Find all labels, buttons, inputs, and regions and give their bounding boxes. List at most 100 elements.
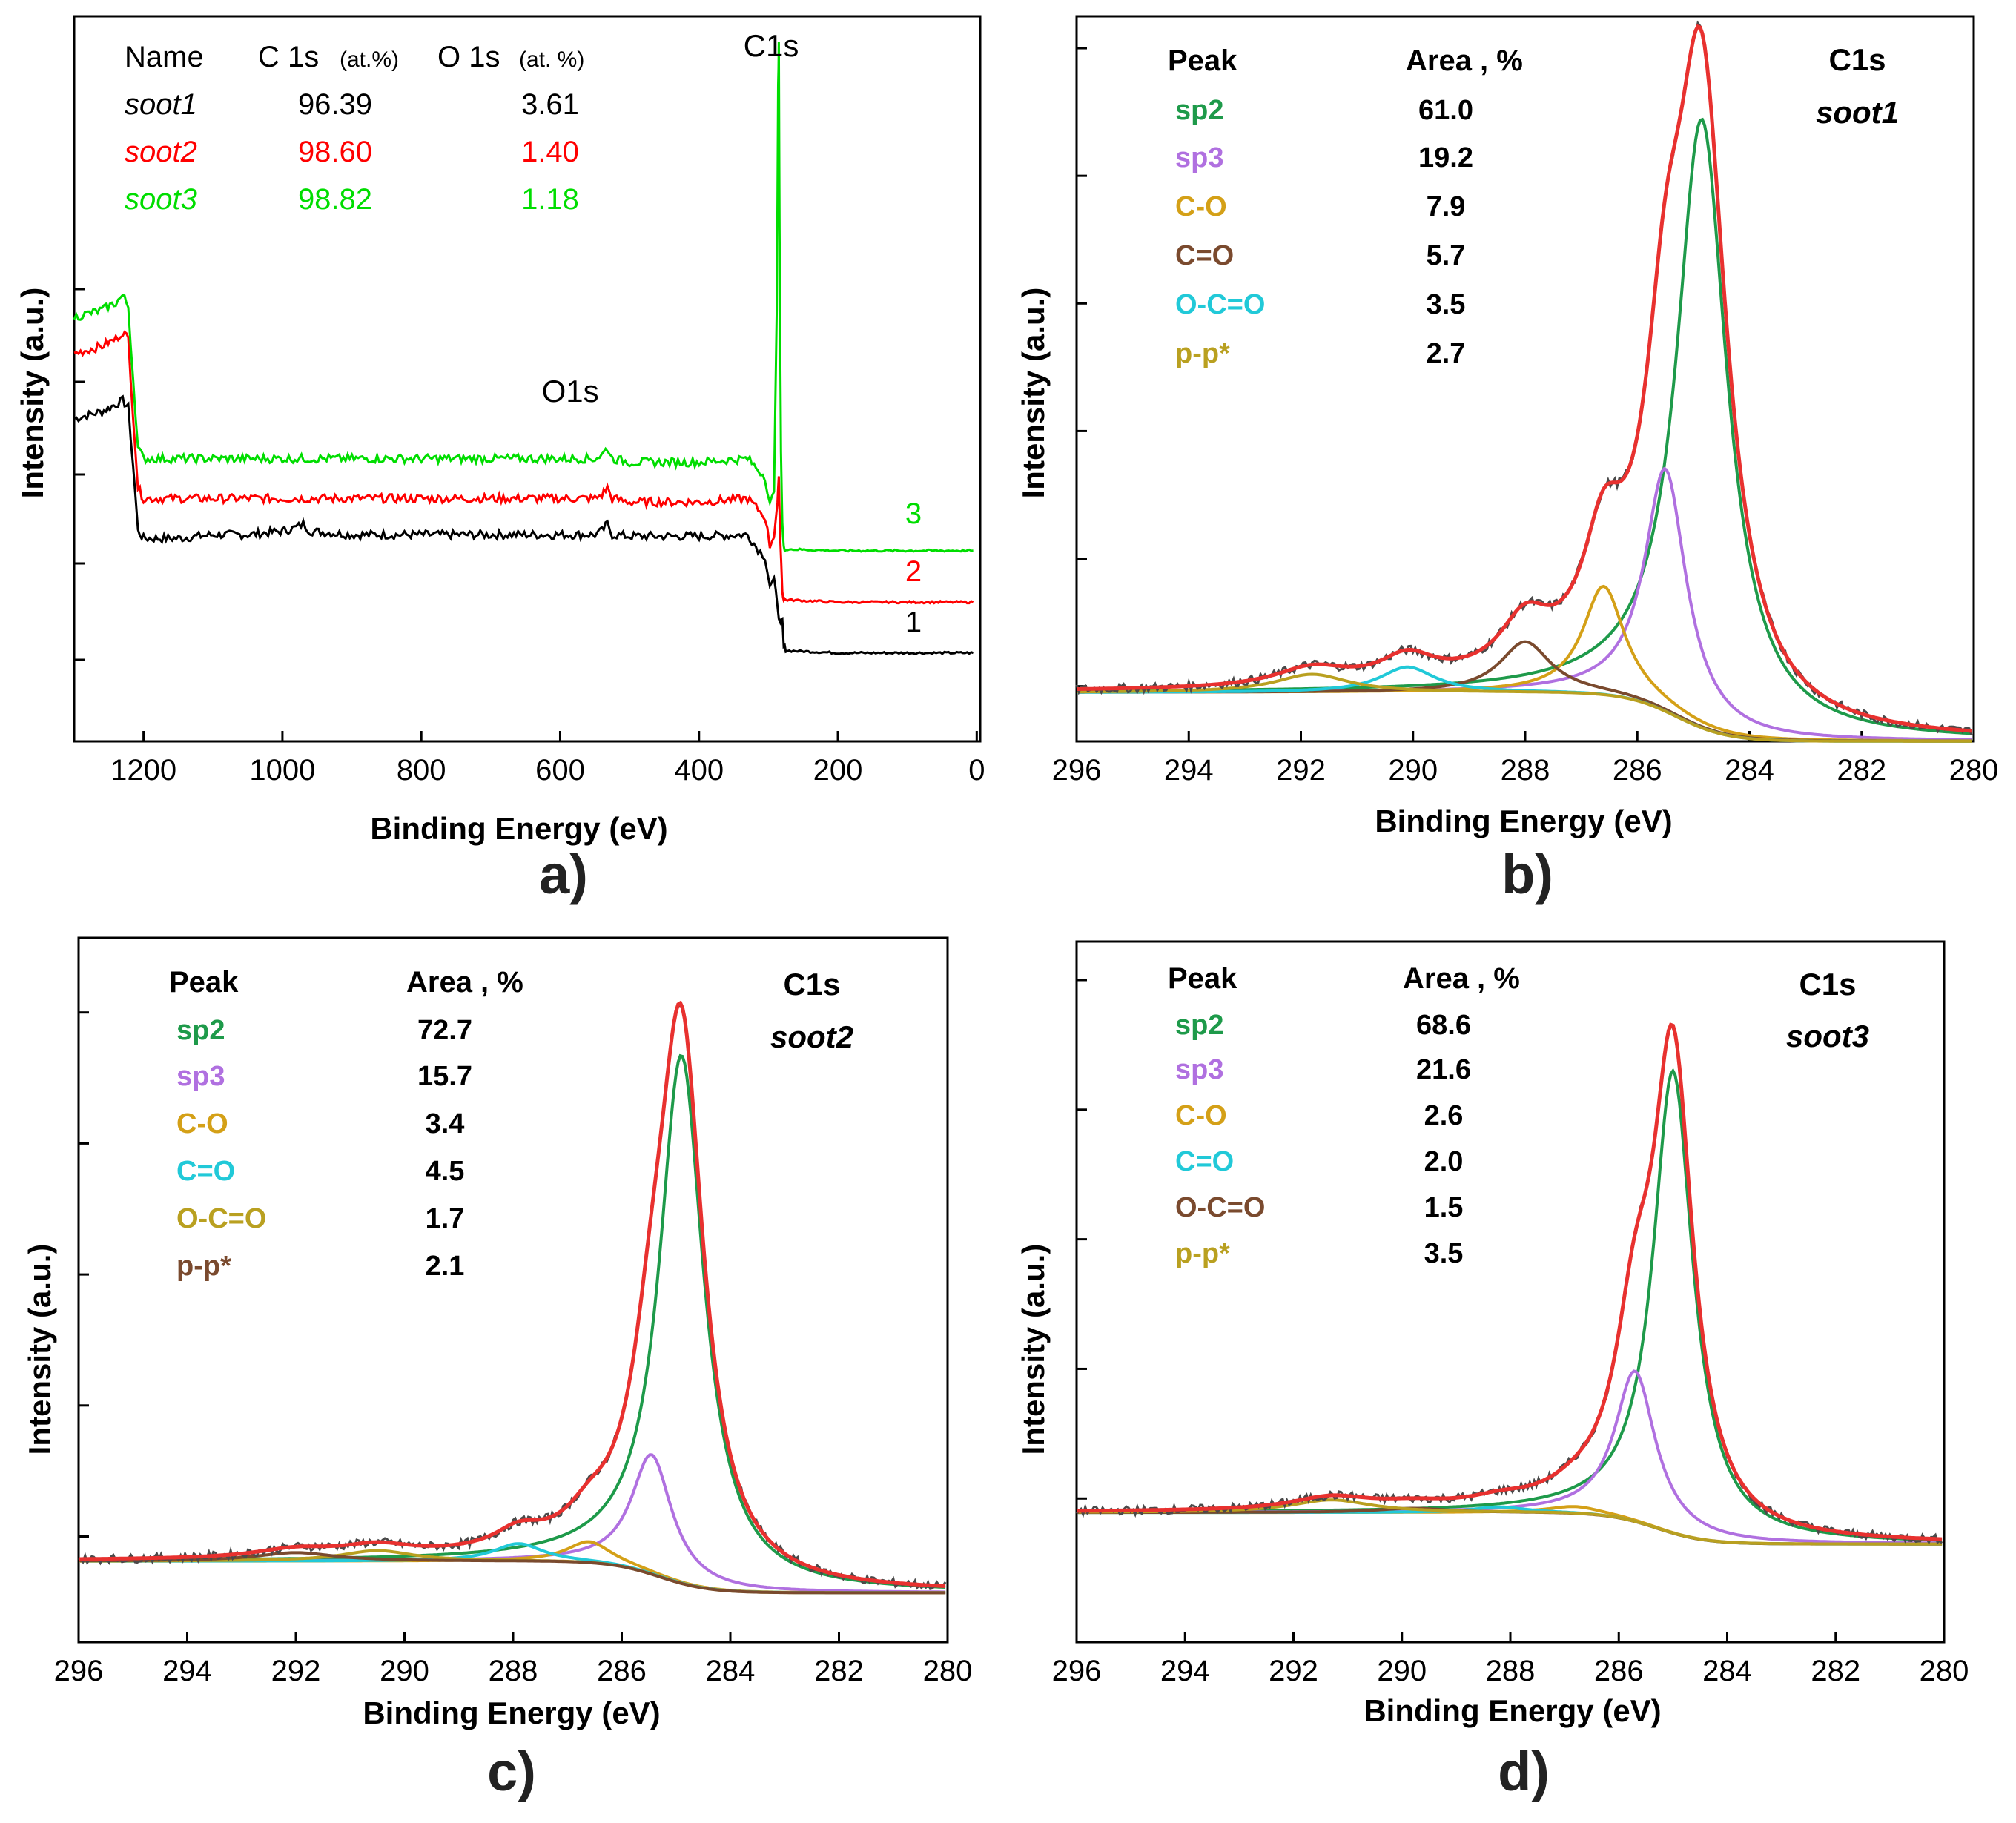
x-tick-label: 294 xyxy=(1164,754,1214,787)
table-header-name: Name xyxy=(125,41,204,73)
table-header-peak: Peak xyxy=(169,966,239,999)
table-peak-name: O-C=O xyxy=(1175,289,1265,320)
table-area-value: 21.6 xyxy=(1416,1054,1471,1085)
table-header-peak: Peak xyxy=(1168,44,1237,77)
y-axis-title: Intensity (a.u.) xyxy=(22,1244,57,1455)
annotation-o1s: O1s xyxy=(542,374,599,408)
x-tick-label: 294 xyxy=(1160,1655,1210,1687)
x-tick-label: 400 xyxy=(674,754,724,787)
x-tick-label: 290 xyxy=(1377,1655,1427,1687)
table-area-value: 2.7 xyxy=(1427,338,1466,369)
table-area-value: 19.2 xyxy=(1418,142,1473,173)
x-axis-title: Binding Energy (eV) xyxy=(363,1695,660,1730)
table-area-value: 2.1 xyxy=(426,1251,465,1282)
table-peak-name: O-C=O xyxy=(1175,1192,1265,1223)
plot-frame xyxy=(73,15,982,743)
table-header-area: Area , % xyxy=(1406,44,1523,77)
table-peak-name: p-p* xyxy=(1175,1238,1230,1269)
panel-label: d) xyxy=(1498,1741,1550,1802)
table-peak-name: C=O xyxy=(1175,240,1234,271)
table-header-c1s: C 1s xyxy=(258,41,319,73)
x-axis-title: Binding Energy (eV) xyxy=(1364,1693,1661,1728)
x-tick-label: 1200 xyxy=(110,754,176,787)
x-tick-label: 282 xyxy=(1837,754,1886,787)
table-peak-name: O-C=O xyxy=(176,1203,266,1234)
x-tick-label: 292 xyxy=(1269,1655,1318,1687)
table-peak-name: C=O xyxy=(176,1156,235,1187)
table-peak-name: sp2 xyxy=(1175,95,1223,126)
table-peak-name: p-p* xyxy=(1175,338,1230,369)
x-tick-label: 1000 xyxy=(249,754,315,787)
x-tick-label: 600 xyxy=(535,754,585,787)
x-tick-label: 282 xyxy=(1811,1655,1860,1687)
table-area-value: 2.0 xyxy=(1424,1146,1464,1177)
fit-envelope-line xyxy=(1076,1022,1943,1541)
fit-envelope-line xyxy=(1077,24,1972,733)
panel-b: 296 294 292 290 288 286 284 282 280 Binding Energ… xyxy=(1016,15,1999,905)
table-peak-name: sp2 xyxy=(1175,1010,1223,1041)
table-header-o1s: O 1s xyxy=(437,41,500,73)
table-area-value: 15.7 xyxy=(417,1061,472,1092)
x-axis-title: Binding Energy (eV) xyxy=(370,811,667,846)
table-area-value: 3.4 xyxy=(426,1108,465,1139)
x-tick-label: 284 xyxy=(1702,1655,1752,1687)
panel-label: c) xyxy=(487,1741,536,1802)
x-tick-label: 284 xyxy=(706,1655,756,1687)
x-tick-label: 296 xyxy=(1052,754,1102,787)
x-tick-label: 280 xyxy=(1920,1655,1969,1687)
table-area-value: 4.5 xyxy=(426,1156,465,1187)
series-line-soot1 xyxy=(73,394,974,655)
table-o1s-value: 3.61 xyxy=(521,88,579,121)
curve-number-label: 1 xyxy=(905,606,922,639)
table-area-value: 3.5 xyxy=(1424,1238,1464,1269)
table-peak-name: p-p* xyxy=(176,1251,231,1282)
x-tick-label: 292 xyxy=(1276,754,1326,787)
annotation-c1s: C1s xyxy=(744,28,799,63)
panel-title-c1s: C1s xyxy=(1799,967,1856,1002)
y-axis-title: Intensity (a.u.) xyxy=(1016,1244,1051,1455)
table-c1s-value: 96.39 xyxy=(298,88,372,121)
table-area-value: 2.6 xyxy=(1424,1100,1464,1131)
component-p-p- xyxy=(1077,672,1972,743)
table-peak-name: sp2 xyxy=(176,1015,225,1046)
panel-label: a) xyxy=(539,844,588,905)
panel-c: 296 294 292 290 288 286 284 282 280 Binding Energ… xyxy=(22,936,972,1802)
table-c1s-value: 98.60 xyxy=(298,136,372,168)
x-tick-label: 286 xyxy=(597,1655,647,1687)
table-header-area: Area , % xyxy=(406,966,523,999)
y-axis-title: Intensity (a.u.) xyxy=(15,288,50,499)
x-tick-label: 294 xyxy=(162,1655,212,1687)
x-tick-label: 288 xyxy=(489,1655,538,1687)
x-tick-label: 200 xyxy=(813,754,863,787)
panel-title-c1s: C1s xyxy=(783,967,840,1002)
x-axis-title: Binding Energy (eV) xyxy=(1375,804,1672,838)
table-peak-name: C=O xyxy=(1175,1146,1234,1177)
table-area-value: 3.5 xyxy=(1427,289,1466,320)
panel-title-sample: soot1 xyxy=(1816,95,1899,130)
table-c1s-value: 98.82 xyxy=(298,183,372,216)
series-line-soot3 xyxy=(73,42,974,553)
panel-a: 1200 1000 800 600 400 200 0 Binding Energy (eV)… xyxy=(15,15,985,905)
x-tick-label: 280 xyxy=(1949,754,1999,787)
table-o1s-value: 1.18 xyxy=(521,183,579,216)
fit-envelope-line xyxy=(79,1000,946,1588)
table-area-value: 61.0 xyxy=(1418,95,1473,126)
x-tick-label: 800 xyxy=(397,754,446,787)
table-sample-name: soot3 xyxy=(125,183,197,216)
curve-number-label: 2 xyxy=(905,555,922,588)
series-line-soot2 xyxy=(73,330,974,605)
table-peak-name: C-O xyxy=(1175,1100,1227,1131)
panel-title-sample: soot3 xyxy=(1786,1019,1869,1053)
table-area-value: 68.6 xyxy=(1416,1010,1471,1041)
x-tick-label: 290 xyxy=(380,1655,429,1687)
x-tick-label: 296 xyxy=(1052,1655,1102,1687)
component-p-p- xyxy=(1077,1498,1943,1546)
panel-title-c1s: C1s xyxy=(1828,42,1886,77)
table-peak-name: sp3 xyxy=(176,1061,225,1092)
panel-d: 296 294 292 290 288 286 284 282 280 Binding Energ… xyxy=(1016,940,1969,1802)
table-peak-name: C-O xyxy=(1175,191,1227,222)
table-area-value: 5.7 xyxy=(1427,240,1466,271)
table-sample-name: soot1 xyxy=(125,88,197,121)
table-peak-name: C-O xyxy=(176,1108,228,1139)
